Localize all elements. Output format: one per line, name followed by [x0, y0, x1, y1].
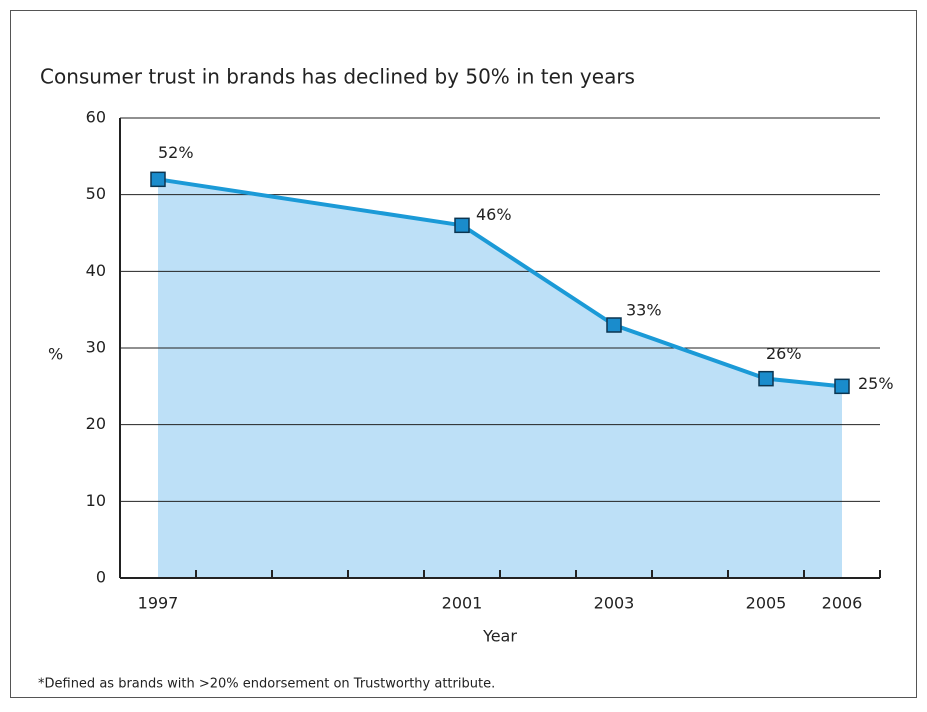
data-label: 25%	[858, 374, 894, 393]
frame	[10, 10, 917, 698]
y-tick-label: 10	[86, 491, 106, 510]
x-tick-label: 2003	[594, 594, 635, 613]
data-label: 26%	[766, 344, 802, 363]
y-tick-label: 30	[86, 338, 106, 357]
marker	[834, 378, 850, 395]
y-tick-label: 0	[96, 568, 106, 587]
x-tick-label: 1997	[138, 594, 179, 613]
x-axis-label: Year	[482, 627, 517, 646]
x-tick-label: 2001	[442, 594, 483, 613]
y-tick-label: 20	[86, 414, 106, 433]
y-tick-label: 50	[86, 184, 106, 203]
marker	[758, 370, 774, 387]
data-label: 52%	[158, 143, 194, 162]
marker	[606, 317, 622, 333]
y-axis-label: %	[48, 345, 63, 364]
marker	[150, 171, 166, 188]
x-tick-label: 2006	[822, 594, 863, 613]
y-tick-label: 40	[86, 261, 106, 280]
area	[158, 179, 842, 579]
footnote: *Defined as brands with >20% endorsement…	[38, 677, 495, 692]
x-tick-label: 2005	[746, 594, 787, 613]
data-label: 33%	[626, 301, 662, 320]
marker	[454, 217, 470, 234]
data-label: 46%	[476, 205, 512, 224]
y-tick-label: 60	[86, 108, 106, 127]
chart-title: Consumer trust in brands has declined by…	[40, 65, 635, 89]
